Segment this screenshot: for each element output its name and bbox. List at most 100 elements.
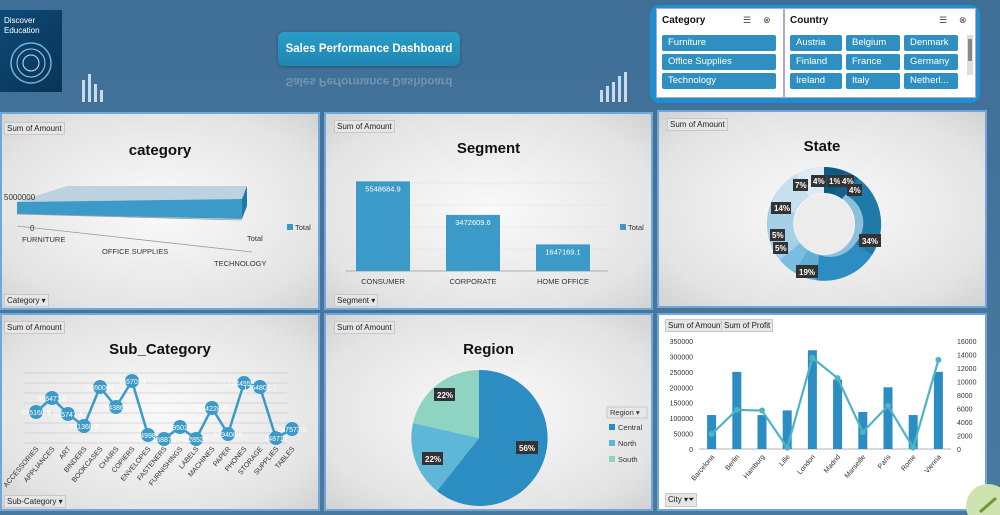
city-bar-4 [807,350,817,449]
slicer-item-office-supplies[interactable]: Office Supplies [662,54,776,70]
city-x-label-6: Marseille [844,454,867,480]
dashboard-title-reflection: Sales Performance Dashboard [285,75,453,87]
multi-select-icon[interactable]: ☰ [743,15,752,25]
slicer-item-netherlands[interactable]: Netherl... [904,73,958,89]
slicer-item-furniture[interactable]: Furniture [662,35,776,51]
subcategory-point-13 [237,376,251,390]
y-zero: 0 [30,224,35,233]
left-axis-tick-6: 50000 [674,432,694,439]
filter-funnel-icon: ▾⏷ [684,495,695,504]
subcategory-data-label-13: 1244555.7 [227,381,260,388]
profit-point-4 [809,354,816,361]
segment-bar-0 [356,181,410,271]
state-chart-panel: Sum of Amount State 4% 1% 4% 4% 34% 19% … [657,110,987,308]
segment-bar-2 [536,244,590,271]
slicer-item-france[interactable]: France [846,54,900,70]
right-axis-tick-4: 8000 [957,393,973,400]
legend-south: South [618,455,638,464]
legend-swatch [287,224,293,230]
field-button-sum-of-amount[interactable]: Sum of Amount [334,120,395,133]
slicer-scrollbar[interactable] [967,35,973,75]
profit-point-9 [935,356,942,363]
city-bar-7 [883,387,893,449]
field-button-sum-of-amount[interactable]: Sum of Amount [4,321,65,334]
slicer-item-italy[interactable]: Italy [846,73,900,89]
profit-point-0 [708,431,715,438]
multi-select-icon-2[interactable]: ☰ [939,15,948,25]
segment-bar-1 [446,214,500,271]
profit-line [710,355,940,451]
profit-point-1 [733,406,740,413]
subcategory-data-label-10: 228527 [184,437,207,444]
slicer-item-germany[interactable]: Germany [904,54,958,70]
right-axis-tick-5: 6000 [957,407,973,414]
right-axis-tick-3: 10000 [957,380,977,387]
subcategory-point-16 [285,422,299,436]
subcategory-data-label-0: 645168.9 [21,410,50,417]
field-button-sum-of-amount[interactable]: Sum of Amount [334,321,395,334]
slicer-item-austria[interactable]: Austria [790,35,842,51]
city-x-label-8: Rome [900,454,917,473]
category-filter-button[interactable]: Category ▾ [4,294,49,307]
clear-filter-icon[interactable]: ⊗ [763,15,771,25]
right-axis-tick-7: 2000 [957,434,973,441]
discover-education-logo: Discover Education [0,10,62,92]
subcategory-data-label-14: 1254801.7 [243,385,276,392]
legend-label: Total [295,223,311,232]
right-axis-tick-1: 14000 [957,353,977,360]
right-axis-tick-2: 12000 [957,366,977,373]
field-button-sum-of-amount[interactable]: Sum of Amount [665,319,726,332]
state-label-9: 7% [795,181,807,190]
segment-x-label-2: HOME OFFICE [537,277,589,286]
subcategory-data-label-2: 615747.4 [53,412,82,419]
right-axis-tick-0: 16000 [957,339,977,346]
pie-slice-north [411,423,479,491]
city-bar-5 [833,379,843,449]
state-label-7: 5% [772,231,784,240]
legend-central: Central [618,423,643,432]
segment-x-label-1: CORPORATE [450,277,497,286]
series-label: Total [247,234,263,243]
subcategory-filter-button[interactable]: Sub-Category ▾ [4,495,66,508]
field-button-sum-of-profit[interactable]: Sum of Profit [721,319,774,332]
segment-filter-button[interactable]: Segment ▾ [334,294,379,307]
slicer-item-finland[interactable]: Finland [790,54,842,70]
slicer-item-technology[interactable]: Technology [662,73,776,89]
subcategory-point-9 [173,420,187,434]
chart-title: State [803,138,841,155]
subcategory-point-10 [189,432,203,446]
country-slicer-header: Country [790,15,829,26]
slicer-item-denmark[interactable]: Denmark [904,35,958,51]
subcategory-data-label-12: 449408.6 [213,432,242,439]
state-label-0: 4% [813,177,825,186]
city-bar-9 [933,371,943,449]
slicer-item-ireland[interactable]: Ireland [790,73,842,89]
dashboard-title-button[interactable]: Sales Performance Dashboard [278,32,460,66]
city-x-label-1: Berlin [724,454,741,472]
bar-chart-icon [82,74,103,102]
segment-x-label-0: CONSUMER [361,277,405,286]
region-chart-panel: Sum of Amount Region 22% 56% 22% Region … [324,313,653,511]
x-label-office-supplies: OFFICE SUPPLIES [102,247,168,256]
field-button-sum-of-amount[interactable]: Sum of Amount [4,122,65,135]
city-bar-2 [757,415,767,449]
subcategory-data-label-16: 247573.5 [277,427,306,434]
pie-slice-central [437,369,548,506]
state-donut-chart: 4% 1% 4% 4% 34% 19% 5% 5% 14% 7% [767,166,882,281]
chart-title: Region [463,341,514,358]
logo-line1: Discover [4,16,36,25]
clear-filter-icon-2[interactable]: ⊗ [959,15,967,25]
left-axis-tick-4: 150000 [670,401,693,408]
logo-line2: Education [4,26,40,35]
city-x-label-0: Barcelona [691,454,717,483]
subcategory-x-label-2: ART [58,445,73,461]
profit-point-2 [759,407,765,414]
right-axis-tick-8: 0 [957,447,961,454]
subcategory-data-label-6: 1557093 [118,379,145,386]
city-filter-button[interactable]: City ▾⏷ [665,493,698,507]
slicer-item-belgium[interactable]: Belgium [846,35,900,51]
segment-data-label-0: 5548684.9 [365,184,400,193]
subcategory-data-label-3: 471368.8 [69,424,98,431]
city-x-label-9: Vienna [924,454,943,475]
field-button-sum-of-amount[interactable]: Sum of Amount [667,118,728,131]
